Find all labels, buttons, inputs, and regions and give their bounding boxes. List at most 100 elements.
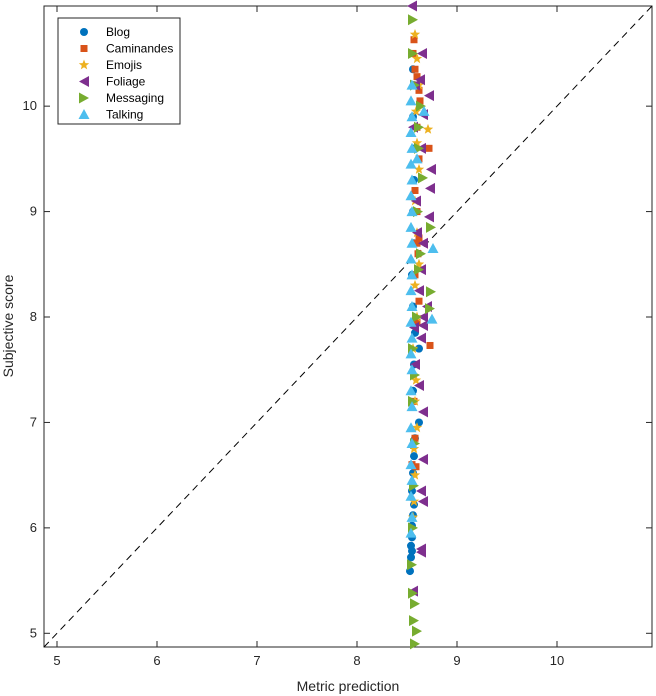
data-point [411, 422, 423, 433]
data-point [406, 300, 418, 311]
data-point [405, 348, 417, 359]
data-point [418, 496, 428, 508]
data-point [410, 374, 422, 385]
data-point [409, 279, 421, 290]
data-point [406, 206, 418, 217]
data-point [408, 14, 418, 26]
data-point [418, 105, 430, 116]
data-point [409, 469, 421, 480]
data-point [405, 527, 417, 538]
data-point [412, 227, 422, 239]
data-point [414, 380, 424, 392]
data-point [414, 285, 424, 297]
data-point [407, 0, 417, 12]
data-point [406, 142, 418, 153]
data-point [408, 47, 418, 59]
legend-label-foliage: Foliage [106, 75, 146, 89]
data-point [424, 211, 434, 223]
data-point [424, 90, 434, 102]
data-point [414, 121, 424, 133]
data-point [407, 553, 415, 562]
data-point [410, 358, 420, 370]
data-point [405, 422, 417, 433]
series-talking [405, 79, 439, 538]
data-point [416, 100, 426, 112]
data-point [426, 221, 436, 233]
data-point [411, 434, 419, 442]
data-point [408, 587, 418, 599]
data-point [414, 264, 424, 276]
y-tick-label: 9 [30, 204, 37, 219]
data-point [406, 474, 418, 485]
data-point [411, 195, 421, 207]
data-point [413, 239, 421, 247]
data-points [405, 0, 439, 650]
data-point [415, 297, 423, 305]
legend-marker-caminandes [80, 45, 88, 52]
data-point [406, 332, 418, 343]
data-point [413, 258, 425, 269]
data-point [416, 248, 426, 260]
data-point [415, 344, 423, 353]
data-point [413, 318, 421, 326]
data-point [409, 29, 421, 39]
data-point [416, 485, 426, 497]
y-tick-label: 5 [30, 625, 37, 640]
data-point [426, 163, 436, 175]
legend: Blog Caminandes Emojis Foliage Messaging Talk… [57, 17, 181, 125]
x-axis-label: Metric prediction [297, 678, 400, 694]
data-point [411, 186, 419, 194]
data-point [405, 285, 417, 296]
data-point [406, 237, 418, 248]
data-point [418, 311, 428, 323]
legend-label-caminandes: Caminandes [106, 42, 173, 56]
x-tick-label: 5 [53, 653, 60, 668]
data-point [406, 438, 418, 449]
x-tick-label: 6 [153, 653, 160, 668]
data-point [405, 221, 417, 232]
data-point [406, 79, 418, 90]
data-point [407, 559, 417, 571]
data-point [410, 638, 420, 650]
data-point [405, 316, 417, 327]
data-point [408, 443, 420, 454]
legend-label-messaging: Messaging [106, 91, 164, 105]
data-point [417, 47, 427, 59]
data-point [416, 546, 426, 558]
data-point [409, 615, 419, 627]
x-tick-label: 9 [453, 653, 460, 668]
legend-label-blog: Blog [106, 25, 130, 39]
data-point [425, 182, 435, 194]
data-point [410, 452, 418, 461]
y-tick-label: 7 [30, 414, 37, 429]
data-point [405, 385, 417, 396]
axis-ticks: 5 6 7 8 9 10 5 6 7 8 9 10 [23, 6, 652, 668]
data-point [406, 269, 418, 280]
data-point [422, 123, 434, 134]
legend-marker-emojis [78, 59, 90, 70]
data-point [425, 144, 433, 152]
data-point [411, 53, 423, 64]
data-point [405, 190, 417, 201]
legend-marker-blog [80, 28, 88, 36]
data-point [407, 541, 415, 550]
data-point [411, 137, 423, 148]
y-tick-label: 6 [30, 520, 37, 535]
data-point [410, 598, 420, 610]
data-point [412, 463, 420, 471]
y-tick-label: 10 [23, 98, 37, 113]
y-axis-label: Subjective score [0, 274, 16, 377]
y-tick-label: 8 [30, 309, 37, 324]
legend-marker-talking [78, 109, 90, 119]
data-point [411, 153, 423, 164]
data-point [405, 490, 417, 501]
legend-items: Blog Caminandes Emojis Foliage Messaging Talk… [78, 25, 173, 122]
data-point [416, 97, 424, 105]
data-point [405, 127, 417, 138]
data-point [406, 111, 418, 122]
data-point [416, 332, 426, 344]
data-point [413, 163, 425, 174]
data-point [426, 341, 434, 349]
data-point [406, 401, 418, 412]
x-tick-label: 8 [353, 653, 360, 668]
